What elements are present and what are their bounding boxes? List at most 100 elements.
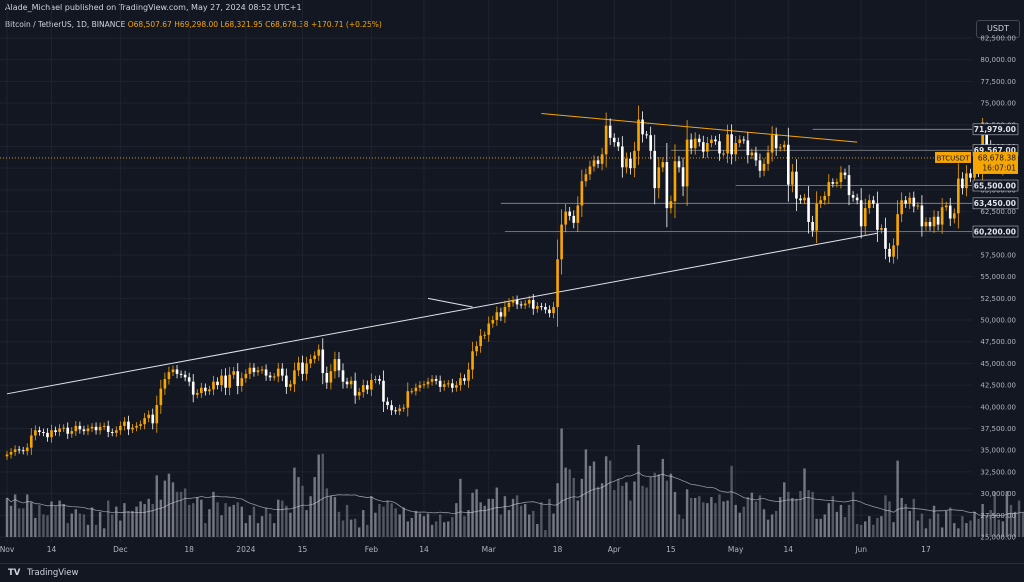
volume-bar bbox=[471, 492, 474, 537]
candle-body bbox=[216, 381, 219, 386]
volume-bar bbox=[847, 504, 851, 537]
candle-body bbox=[552, 307, 555, 314]
candle-body bbox=[843, 172, 847, 176]
volume-bar bbox=[961, 516, 964, 537]
volume-bar bbox=[827, 503, 831, 537]
candle-body bbox=[916, 205, 920, 207]
volume-bar bbox=[46, 515, 49, 537]
volume-bar bbox=[353, 518, 357, 537]
volume-bar bbox=[175, 491, 179, 537]
symbol-legend: Bitcoin / TetherUS, 1D, BINANCE O68,507.… bbox=[5, 20, 382, 29]
volume-bar bbox=[483, 505, 486, 537]
candle-body bbox=[426, 381, 430, 385]
volume-bar bbox=[463, 516, 466, 537]
candle-body bbox=[155, 405, 159, 424]
candle-body bbox=[596, 160, 600, 164]
candle-body bbox=[450, 383, 454, 388]
volume-bar bbox=[572, 477, 575, 537]
candle-body bbox=[803, 197, 806, 201]
volume-bar bbox=[831, 496, 835, 537]
candle-body bbox=[123, 421, 126, 426]
volume-bar bbox=[969, 520, 972, 537]
volume-bar bbox=[600, 483, 604, 537]
candle-body bbox=[718, 141, 721, 154]
candle-body bbox=[693, 138, 697, 149]
candle-body bbox=[21, 450, 25, 452]
volume-bar bbox=[422, 516, 426, 537]
candle-body bbox=[556, 259, 559, 308]
candle-body bbox=[560, 224, 563, 260]
volume-bar bbox=[317, 454, 320, 537]
candle-body bbox=[317, 349, 321, 356]
volume-bar bbox=[42, 514, 45, 537]
volume-bar bbox=[21, 508, 25, 537]
candle-body bbox=[985, 133, 988, 146]
volume-bar bbox=[702, 502, 705, 537]
x-axis: Nov 14 Dec 18 2024 15 Feb 14 Mar 18 Apr 15 May 14 Jun 1… bbox=[0, 545, 931, 554]
candle-body bbox=[240, 378, 244, 386]
volume-bar bbox=[568, 469, 571, 537]
candle-body bbox=[410, 391, 414, 393]
volume-bar bbox=[880, 516, 883, 537]
volume-bar bbox=[973, 511, 976, 537]
volume-bar bbox=[102, 528, 106, 537]
volume-bar bbox=[811, 491, 814, 537]
volume-bar bbox=[467, 510, 470, 537]
candle-body bbox=[544, 307, 547, 310]
candle-body bbox=[823, 195, 827, 201]
candle-body bbox=[807, 197, 810, 222]
y-axis: 25,000.00 27,500.00 30,000.00 32,500.00 35,0… bbox=[935, 35, 1019, 542]
candle-body bbox=[289, 384, 292, 387]
candle-body bbox=[588, 166, 592, 175]
sr-badge-label: 65,500.00 bbox=[974, 181, 1016, 190]
volume-bar bbox=[766, 519, 770, 537]
candle-body bbox=[839, 172, 843, 183]
candle-body bbox=[795, 171, 798, 199]
candle-body bbox=[341, 370, 345, 382]
candle-body bbox=[669, 201, 673, 209]
candle-body bbox=[754, 152, 758, 161]
volume-bar bbox=[779, 497, 782, 537]
price-chart[interactable]: 25,000.00 27,500.00 30,000.00 32,500.00 35,0… bbox=[0, 0, 1024, 563]
candle-body bbox=[183, 374, 187, 378]
volume-bar bbox=[143, 504, 146, 537]
x-tick-label: 14 bbox=[419, 545, 429, 554]
volume-bar bbox=[507, 510, 511, 537]
volume-bar bbox=[183, 488, 187, 537]
candle-body bbox=[280, 368, 284, 376]
volume-bar bbox=[248, 515, 252, 537]
tradingview-logo[interactable]: TV TradingView bbox=[8, 568, 78, 578]
candle-body bbox=[936, 216, 940, 225]
candle-body bbox=[811, 221, 814, 231]
y-tick-label: 47,500.00 bbox=[980, 338, 1016, 346]
candle-body bbox=[305, 363, 308, 374]
candle-body bbox=[786, 144, 790, 185]
volume-bar bbox=[38, 504, 41, 537]
candle-body bbox=[475, 346, 478, 352]
y-tick-label: 27,500.00 bbox=[980, 512, 1016, 520]
y-tick-label: 80,000.00 bbox=[980, 56, 1016, 64]
volume-bar bbox=[908, 510, 911, 537]
candle-body bbox=[726, 134, 729, 154]
volume-bar bbox=[499, 514, 503, 537]
currency-button[interactable]: USDT bbox=[976, 20, 1020, 38]
volume-ma bbox=[6, 472, 1024, 517]
candle-body bbox=[819, 200, 823, 204]
candle-body bbox=[276, 368, 280, 377]
candle-body bbox=[179, 373, 183, 375]
volume-bar bbox=[722, 501, 725, 537]
volume-bar bbox=[625, 482, 628, 537]
volume-bar bbox=[240, 506, 244, 537]
x-tick-label: Mar bbox=[482, 545, 497, 554]
candle-body bbox=[159, 388, 163, 406]
volume-bar bbox=[277, 499, 280, 537]
candle-body bbox=[697, 138, 701, 143]
volume-bar bbox=[819, 518, 822, 537]
volume-bar bbox=[888, 501, 891, 537]
volume-bar bbox=[127, 510, 130, 537]
volume-bar bbox=[758, 495, 762, 537]
volume-bar bbox=[710, 497, 713, 537]
candle-body bbox=[390, 405, 393, 411]
candle-body bbox=[195, 392, 199, 395]
candle-body bbox=[78, 425, 82, 430]
